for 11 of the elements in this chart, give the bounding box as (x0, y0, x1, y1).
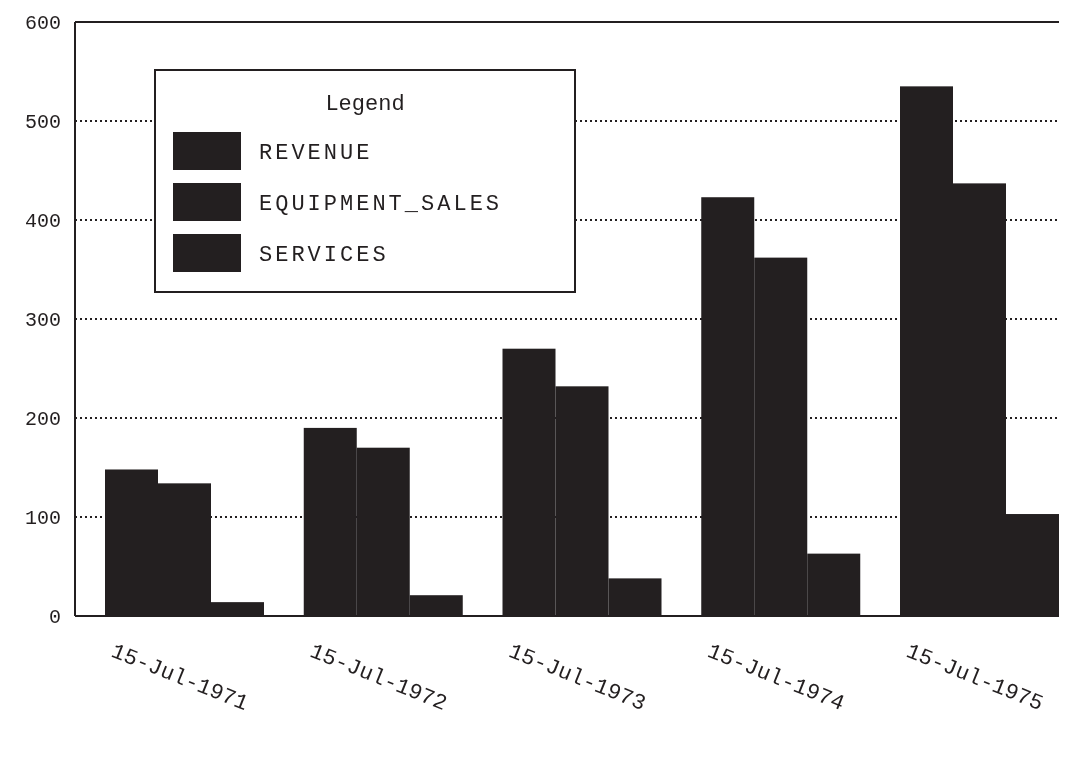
legend-title: Legend (325, 92, 405, 117)
y-tick-label: 200 (24, 408, 61, 431)
y-tick-label: 500 (24, 111, 61, 134)
y-tick-label: 300 (24, 309, 61, 332)
legend-label: REVENUE (259, 140, 373, 166)
legend-label: EQUIPMENT_SALES (259, 191, 503, 217)
y-tick-label: 600 (24, 12, 61, 35)
legend-label: SERVICES (259, 242, 389, 268)
y-tick-label: 400 (24, 210, 61, 233)
y-tick-label: 100 (24, 507, 61, 530)
y-tick-label: 0 (48, 606, 61, 629)
